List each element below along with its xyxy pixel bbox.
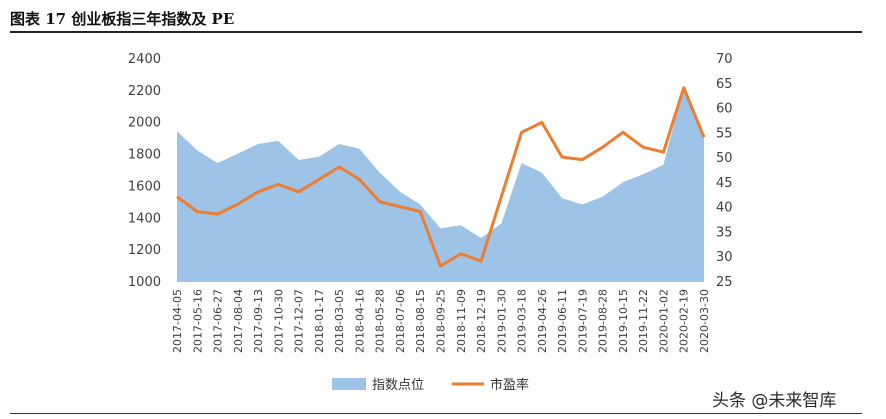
left-tick-label: 2200 (128, 84, 161, 99)
x-tick-label: 2018-01-17 (313, 289, 326, 353)
x-tick-label: 2020-03-30 (698, 289, 711, 353)
index-area-series (177, 86, 704, 282)
right-tick-label: 30 (716, 250, 733, 265)
bottom-rule (10, 413, 862, 414)
legend-swatch-index (332, 378, 366, 390)
legend-label-pe: 市盈率 (490, 377, 529, 393)
legend-label-index: 指数点位 (372, 378, 424, 393)
x-tick-label: 2020-02-19 (678, 289, 691, 353)
x-tick-label: 2018-07-06 (394, 289, 407, 353)
x-tick-label: 2017-06-27 (212, 289, 225, 353)
right-tick-label: 55 (716, 126, 733, 141)
x-tick-label: 2019-10-15 (617, 289, 630, 353)
x-tick-label: 2019-08-28 (597, 289, 610, 353)
right-tick-label: 60 (716, 102, 733, 117)
title-rule (10, 31, 862, 33)
x-tick-label: 2018-03-05 (333, 289, 346, 353)
x-tick-label: 2018-08-15 (414, 289, 427, 353)
x-tick-label: 2018-12-19 (475, 289, 488, 353)
left-tick-label: 1800 (128, 148, 161, 163)
right-tick-label: 40 (716, 201, 733, 216)
left-tick-label: 2400 (128, 52, 161, 67)
x-axis-ticks: 2017-04-05 2017-05-16 2017-06-27 2017-08-04… (171, 289, 711, 353)
x-tick-label: 2020-01-02 (657, 289, 670, 353)
plot-area (176, 86, 706, 282)
x-tick-label: 2018-04-16 (353, 289, 366, 353)
left-tick-label: 1200 (128, 243, 161, 258)
x-tick-label: 2019-01-30 (495, 289, 508, 353)
left-tick-label: 2000 (128, 116, 161, 131)
x-tick-label: 2017-04-05 (171, 289, 184, 353)
x-tick-label: 2019-11-22 (637, 289, 650, 353)
left-tick-label: 1600 (128, 179, 161, 194)
x-tick-label: 2017-05-16 (191, 289, 204, 353)
left-tick-label: 1400 (128, 211, 161, 226)
right-tick-label: 35 (716, 225, 733, 240)
x-tick-label: 2017-10-30 (272, 289, 285, 353)
legend: 指数点位 市盈率 (332, 377, 529, 393)
x-tick-label: 2019-04-26 (536, 289, 549, 353)
right-tick-label: 50 (716, 151, 733, 166)
x-tick-label: 2018-05-28 (374, 289, 387, 353)
left-axis-ticks: 1000 1200 1400 1600 1800 2000 2200 2400 (128, 52, 161, 290)
x-tick-label: 2017-12-07 (293, 289, 306, 353)
chart-title: 图表 17 创业板指三年指数及 PE (10, 10, 235, 28)
right-axis-ticks: 25 30 35 40 45 50 55 60 65 70 (716, 52, 733, 290)
x-tick-label: 2019-07-19 (576, 289, 589, 353)
right-tick-label: 70 (716, 52, 733, 67)
x-tick-label: 2018-09-25 (435, 289, 448, 353)
left-tick-label: 1000 (128, 275, 161, 290)
right-tick-label: 65 (716, 77, 733, 92)
right-tick-label: 45 (716, 176, 733, 191)
x-tick-label: 2017-09-13 (252, 289, 265, 353)
right-tick-label: 25 (716, 275, 733, 290)
watermark: 头条 @未来智库 (712, 391, 837, 411)
x-tick-label: 2017-08-04 (232, 289, 245, 353)
x-tick-label: 2019-06-11 (556, 289, 569, 353)
pe-line-series (176, 86, 706, 268)
x-tick-label: 2018-11-09 (455, 289, 468, 353)
x-tick-label: 2019-03-18 (516, 289, 529, 353)
